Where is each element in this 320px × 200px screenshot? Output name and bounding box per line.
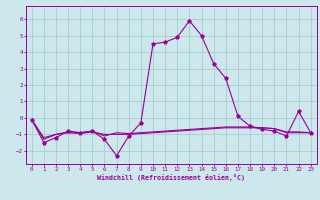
X-axis label: Windchill (Refroidissement éolien,°C): Windchill (Refroidissement éolien,°C) (97, 174, 245, 181)
